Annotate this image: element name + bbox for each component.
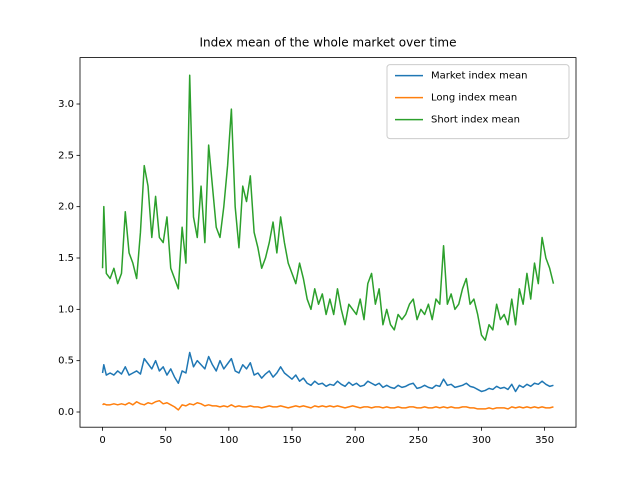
legend-label: Short index mean <box>431 115 520 126</box>
x-tick-label: 150 <box>282 435 301 446</box>
x-tick-label: 300 <box>472 435 491 446</box>
y-tick-label: 1.5 <box>58 253 74 264</box>
x-tick-label: 250 <box>409 435 428 446</box>
y-tick-label: 0.0 <box>58 407 74 418</box>
series-line <box>101 74 555 341</box>
y-tick-label: 2.5 <box>58 150 74 161</box>
x-tick-label: 100 <box>219 435 238 446</box>
x-tick-label: 50 <box>159 435 172 446</box>
legend-box <box>386 64 570 140</box>
y-tick-label: 2.0 <box>58 202 74 213</box>
y-tick-label: 3.0 <box>58 99 74 110</box>
plot-frame <box>79 57 577 428</box>
y-tick-label: 1.0 <box>58 304 74 315</box>
x-tick-label: 0 <box>99 435 105 446</box>
y-tick-label: 0.5 <box>58 356 74 367</box>
series-line <box>101 351 554 393</box>
x-tick-label: 350 <box>535 435 554 446</box>
x-tick-label: 200 <box>346 435 365 446</box>
chart-title: Index mean of the whole market over time <box>200 36 457 50</box>
legend-label: Market index mean <box>431 71 527 82</box>
series-line <box>102 399 554 411</box>
legend-label: Long index mean <box>431 93 517 104</box>
